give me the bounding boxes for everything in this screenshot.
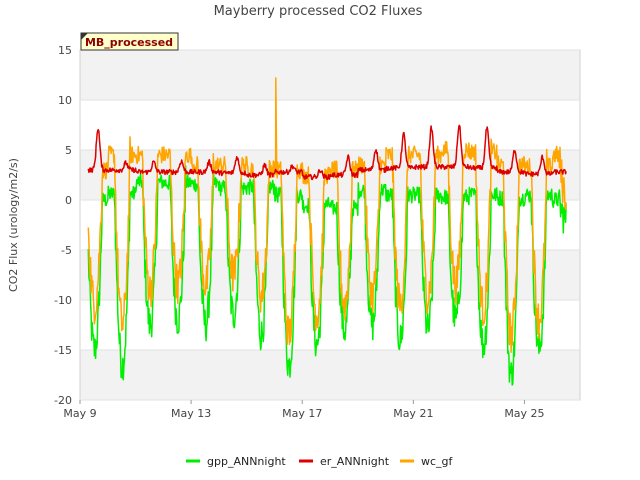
- legend: gpp_ANNnight er_ANNnight wc_gf: [186, 455, 454, 468]
- series-line-er-ANNnight: [87, 124, 567, 181]
- legend-label: er_ANNnight: [320, 455, 390, 468]
- background-band: [80, 350, 580, 400]
- background-band: [80, 250, 580, 300]
- series-line-wc-gf: [87, 77, 567, 353]
- tag-badge: MB_processed: [80, 32, 179, 51]
- series-lines: [87, 77, 567, 386]
- x-tick-label: May 25: [504, 407, 544, 420]
- background-band: [80, 300, 580, 350]
- x-tick-label: May 13: [171, 407, 211, 420]
- y-tick-label: -10: [54, 294, 72, 307]
- y-tick-label: -20: [54, 394, 72, 407]
- legend-label: gpp_ANNnight: [207, 455, 286, 468]
- y-tick-label: -15: [54, 344, 72, 357]
- background-band: [80, 50, 580, 100]
- x-tick-label: May 17: [282, 407, 322, 420]
- tag-label: MB_processed: [85, 36, 173, 49]
- y-tick-label: 10: [58, 94, 72, 107]
- legend-label: wc_gf: [421, 455, 454, 468]
- tag-corner: [81, 33, 88, 40]
- background-band: [80, 200, 580, 250]
- series-line-gpp-ANNnight: [87, 165, 567, 386]
- y-tick-labels: -20 -15 -10 -5 0 5 10 15: [54, 44, 72, 407]
- chart-title: Mayberry processed CO2 Fluxes: [214, 4, 423, 19]
- y-tick-label: 5: [65, 144, 72, 157]
- x-tick-labels: May 9 May 13 May 17 May 21 May 25: [63, 400, 545, 420]
- x-tick-label: May 9: [63, 407, 96, 420]
- y-tick-label: -5: [61, 244, 72, 257]
- tag-box: [80, 32, 179, 51]
- background-band: [80, 100, 580, 150]
- y-tick-label: 15: [58, 44, 72, 57]
- y-axis-label: CO2 Flux (urology/m2/s): [7, 158, 20, 292]
- y-tick-label: 0: [65, 194, 72, 207]
- x-tick-label: May 21: [393, 407, 433, 420]
